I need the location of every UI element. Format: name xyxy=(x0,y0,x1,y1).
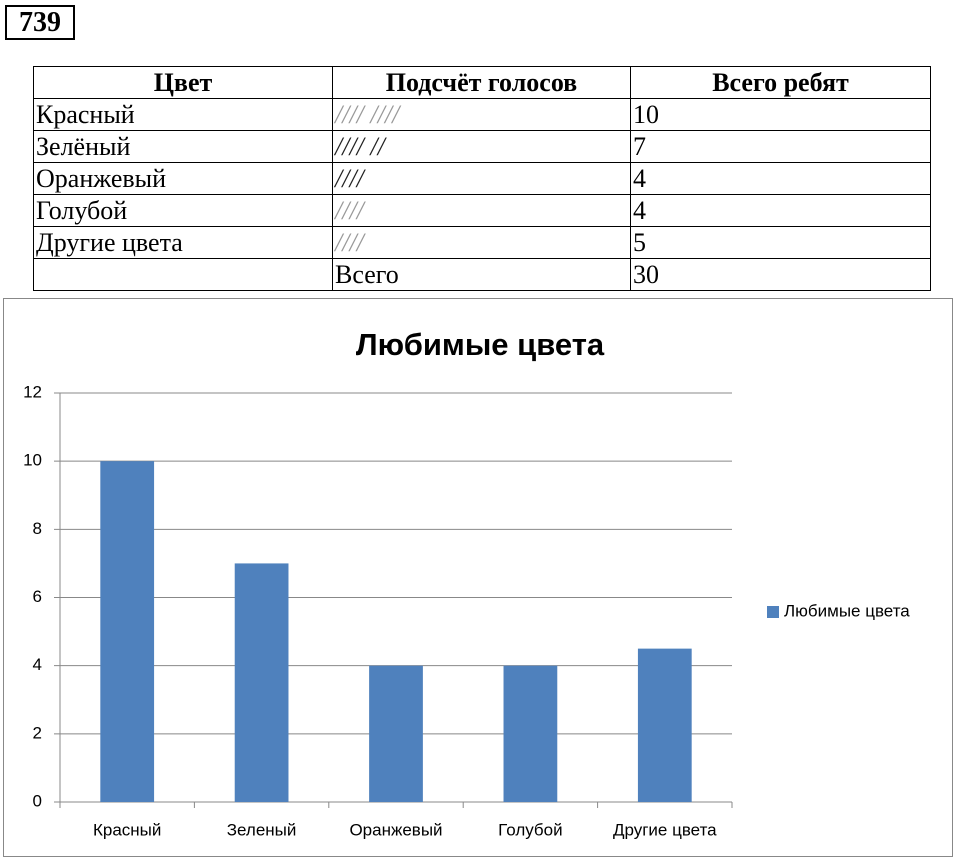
chart-title: Любимые цвета xyxy=(356,327,605,362)
chart-frame xyxy=(3,298,953,857)
column-header: Подсчёт голосов xyxy=(332,66,631,99)
tally-cell: //// //// xyxy=(332,98,631,131)
y-tick-label: 10 xyxy=(23,451,42,470)
column-header: Всего ребят xyxy=(630,66,931,99)
table-row: Голубой////4 xyxy=(33,194,931,227)
x-tick-label: Другие цвета xyxy=(613,820,717,839)
table-cell xyxy=(33,258,333,291)
y-tick-label: 0 xyxy=(33,791,42,810)
table-row: Оранжевый////4 xyxy=(33,162,931,195)
tally-cell: //// // xyxy=(332,130,631,163)
tally-cell: //// xyxy=(332,162,631,195)
x-tick-label: Зеленый xyxy=(227,820,297,839)
tally-cell: //// xyxy=(332,226,631,259)
table-cell: 4 xyxy=(630,162,931,195)
bar xyxy=(503,665,558,802)
table-cell: Оранжевый xyxy=(33,162,333,195)
legend-label: Любимые цвета xyxy=(784,601,910,620)
table-row: Красный//// ////10 xyxy=(33,98,931,131)
x-tick-label: Оранжевый xyxy=(349,820,442,839)
problem-number: 739 xyxy=(5,5,75,40)
column-header: Цвет xyxy=(33,66,333,99)
x-tick-label: Красный xyxy=(93,820,161,839)
x-tick-label: Голубой xyxy=(498,820,562,839)
table-cell: Другие цвета xyxy=(33,226,333,259)
total-row: Всего 30 xyxy=(33,258,931,291)
table-cell: 7 xyxy=(630,130,931,163)
table-cell: 4 xyxy=(630,194,931,227)
tally-table: Цвет Подсчёт голосов Всего ребят Красный//… xyxy=(33,66,931,291)
table-cell: Зелёный xyxy=(33,130,333,163)
table-body: Красный//// ////10 Зелёный//// //7 Оранжев… xyxy=(33,98,931,291)
table-cell: Голубой xyxy=(33,194,333,227)
total-label: Всего xyxy=(332,258,631,291)
table-row: Зелёный//// //7 xyxy=(33,130,931,163)
bar xyxy=(100,461,155,802)
bar xyxy=(369,665,423,802)
bar xyxy=(234,563,289,802)
table-cell: 10 xyxy=(630,98,931,131)
y-tick-label: 6 xyxy=(33,587,42,606)
chart: Любимые цвета 0 2 4 6 8 10 12 Красный Зеленый Ора… xyxy=(3,298,953,857)
y-tick-label: 8 xyxy=(33,519,42,538)
table-cell: Красный xyxy=(33,98,333,131)
tally-cell: //// xyxy=(332,194,631,227)
legend-swatch xyxy=(767,606,779,618)
bar xyxy=(637,648,692,802)
y-tick-label: 12 xyxy=(23,382,42,401)
total-value: 30 xyxy=(630,258,931,291)
table-row: Другие цвета////5 xyxy=(33,226,931,259)
y-tick-label: 4 xyxy=(33,655,42,674)
table-header: Цвет Подсчёт голосов Всего ребят xyxy=(33,66,931,99)
table-cell: 5 xyxy=(630,226,931,259)
y-tick-label: 2 xyxy=(33,723,42,742)
